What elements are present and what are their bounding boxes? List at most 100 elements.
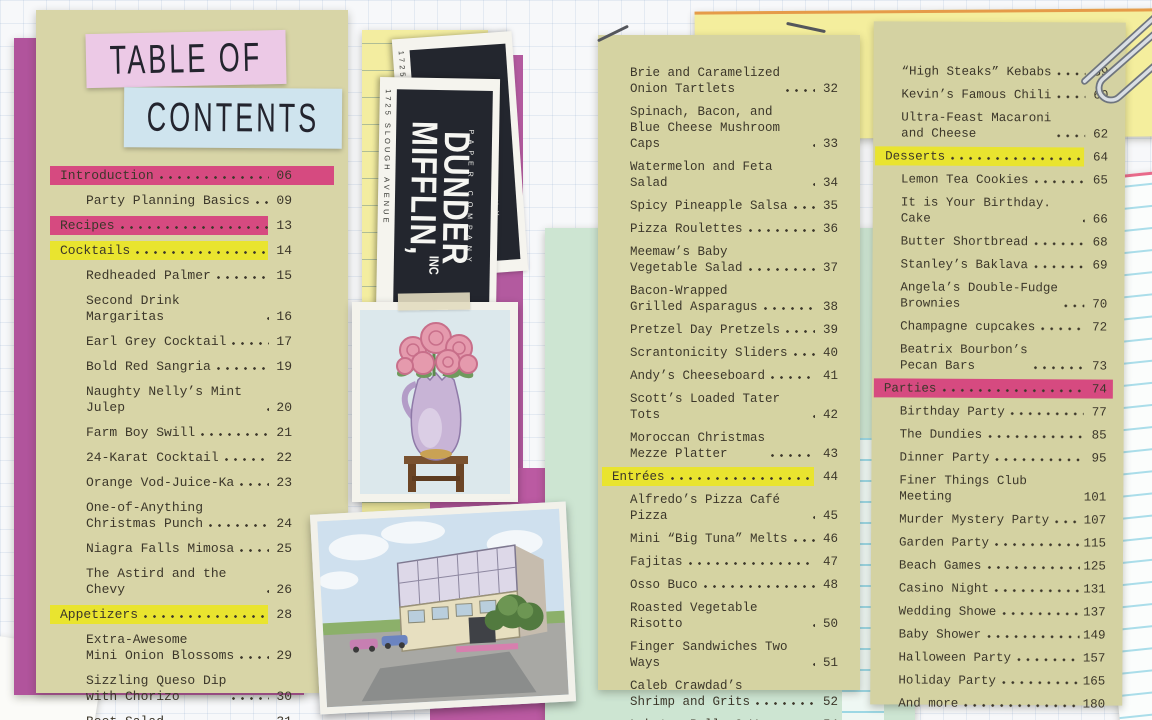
title-sticky-top: TABLE OF	[85, 29, 287, 89]
toc-entry-page-number: 30	[276, 689, 292, 704]
toc-entry-label: Andy’s Cheeseboard	[630, 369, 766, 383]
dot-leader	[1079, 213, 1085, 226]
toc-entry-page-number: 115	[1083, 536, 1107, 551]
toc-entry-page-number: 47	[822, 555, 838, 569]
toc-entry: Meemaw’s Baby Vegetable Salad 37	[612, 244, 838, 276]
toc-section-header: Parties 74	[884, 380, 1107, 397]
toc-entry-label: Earl Grey Cocktail	[86, 334, 227, 349]
toc-entry: Baby Shower 149	[883, 626, 1106, 643]
toc-entry-page-number: 40	[822, 346, 838, 360]
toc-entry-label: Cocktails	[60, 243, 131, 258]
toc-entry: Osso Buco 48	[612, 577, 838, 593]
toc-entry-label: Brie and Caramelized Onion Tartlets	[630, 66, 781, 96]
title-sticky-bottom: CONTENTS	[123, 87, 343, 149]
dot-leader	[1054, 128, 1086, 141]
toc-entry-label: Recipes	[60, 218, 115, 233]
dot-leader	[768, 448, 815, 460]
dot-leader	[790, 347, 815, 359]
toc-column-middle: Brie and Caramelized Onion Tartlets 32 Spi…	[598, 35, 860, 720]
toc-entry-page-number: 23	[276, 475, 292, 490]
toc-entry-label: Lemon Tea Cookies	[900, 172, 1029, 188]
toc-entry-label: Holiday Party	[898, 673, 996, 688]
dot-leader	[1031, 174, 1085, 187]
toc-entry-label: Orange Vod-Juice-Ka	[86, 475, 235, 490]
toc-entry-label: Beet Salad	[86, 714, 164, 720]
dot-leader	[1013, 652, 1080, 665]
toc-entry-label: Bold Red Sangria	[86, 359, 211, 374]
toc-entry-page-number: 64	[1093, 150, 1109, 165]
toc-entry-label: Farm Boy Swill	[86, 425, 196, 440]
toc-entry-page-number: 50	[822, 617, 838, 631]
toc-entry-label: Niagra Falls Mimosa	[86, 541, 235, 556]
toc-entry-label: Sizzling Queso Dip with Chorizo	[86, 673, 227, 704]
dot-leader	[685, 556, 815, 568]
dot-leader	[809, 618, 815, 630]
toc-entry-label: One-of-Anything Christmas Punch	[86, 500, 204, 531]
toc-entry-page-number: 37	[822, 261, 838, 275]
toc-entry-label: 24-Karat Cocktail	[86, 450, 219, 465]
toc-entry-page-number: 44	[822, 470, 838, 484]
toc-entry-label: Ultra-Feast Macaroni and Cheese	[901, 110, 1052, 141]
toc-entry: Farm Boy Swill 21	[60, 425, 292, 441]
dot-leader	[809, 177, 815, 189]
toc-entry: One-of-Anything Christmas Punch 24	[60, 500, 292, 532]
toc-entry-label: Finger Sandwiches Two Ways	[630, 640, 788, 670]
dot-leader	[167, 716, 269, 720]
toc-entry-label: Pizza Roulettes	[630, 222, 743, 236]
toc-entry-page-number: 137	[1083, 605, 1106, 620]
toc-entry: Roasted Vegetable Risotto 50	[612, 600, 838, 632]
toc-entry: Champagne cupcakes 72	[884, 318, 1107, 335]
toc-entry-page-number: 107	[1083, 513, 1107, 528]
office-building-painting	[309, 501, 577, 715]
toc-entry-label: Kevin’s Famous Chili	[901, 87, 1052, 103]
toc-entry-page-number: 15	[276, 268, 292, 283]
toc-entry-label: Baby Shower	[898, 627, 982, 642]
toc-entry: Scott’s Loaded Tater Tots 42	[612, 391, 838, 423]
toc-entry: Finger Sandwiches Two Ways 51	[612, 639, 838, 671]
toc-entry: Moroccan Christmas Mezze Platter 43	[612, 430, 838, 462]
dot-leader	[1030, 360, 1085, 373]
toc-entry: Pizza Roulettes 36	[612, 221, 838, 237]
dot-leader	[264, 311, 269, 323]
toc-entry-label: Finer Things Club Meeting	[899, 473, 1027, 504]
toc-entry: Lemon Tea Cookies 65	[885, 171, 1108, 188]
dot-leader	[117, 220, 269, 232]
dot-leader	[198, 427, 269, 439]
toc-entry-label: Redheaded Palmer	[86, 268, 211, 283]
toc-entry: Party Planning Basics 09	[60, 193, 292, 209]
toc-entry-label: Stanley’s Baklava	[900, 257, 1029, 273]
dot-leader	[760, 301, 815, 313]
dot-leader	[1031, 259, 1085, 272]
toc-entry-page-number: 77	[1091, 405, 1107, 420]
toc-entry-page-number: 165	[1082, 674, 1106, 689]
toc-entry-label: Osso Buco	[630, 578, 698, 592]
toc-entry-label: Roasted Vegetable Risotto	[630, 601, 758, 631]
toc-entry-page-number: 20	[276, 400, 292, 415]
dot-leader	[984, 628, 1081, 642]
toc-entry-page-number: 65	[1092, 173, 1108, 188]
toc-entry-page-number: 34	[822, 176, 838, 190]
toc-entry: Mini “Big Tuna” Melts 46	[612, 531, 838, 547]
toc-entry-label: Champagne cupcakes	[900, 319, 1036, 335]
toc-entry: Beach Games 125	[883, 557, 1106, 574]
toc-entry: The Astird and the Chevy 26	[60, 566, 292, 598]
toc-entry-page-number: 70	[1092, 297, 1108, 312]
dot-leader	[237, 477, 269, 489]
toc-entry-page-number: 54	[818, 717, 838, 720]
toc-entry-label: Parties	[883, 381, 937, 396]
toc-entry-page-number: 21	[276, 425, 292, 440]
toc-entry: Murder Mystery Party 107	[883, 511, 1106, 528]
toc-entry: Holiday Party 165	[882, 672, 1105, 689]
toc-entry-label: Second Drink Margaritas	[86, 293, 180, 324]
toc-entry-page-number: 72	[1092, 320, 1108, 335]
toc-entry-page-number: 46	[822, 532, 838, 546]
toc-entry-page-number: 69	[1092, 258, 1108, 273]
toc-entry-page-number: 45	[822, 509, 838, 523]
dot-leader	[991, 582, 1081, 596]
toc-entry-page-number: 51	[822, 656, 838, 670]
dot-leader	[206, 518, 269, 530]
toc-entry-label: The Dundies	[899, 427, 983, 442]
dot-leader	[229, 691, 269, 703]
toc-section-header: Cocktails 14	[50, 241, 292, 260]
